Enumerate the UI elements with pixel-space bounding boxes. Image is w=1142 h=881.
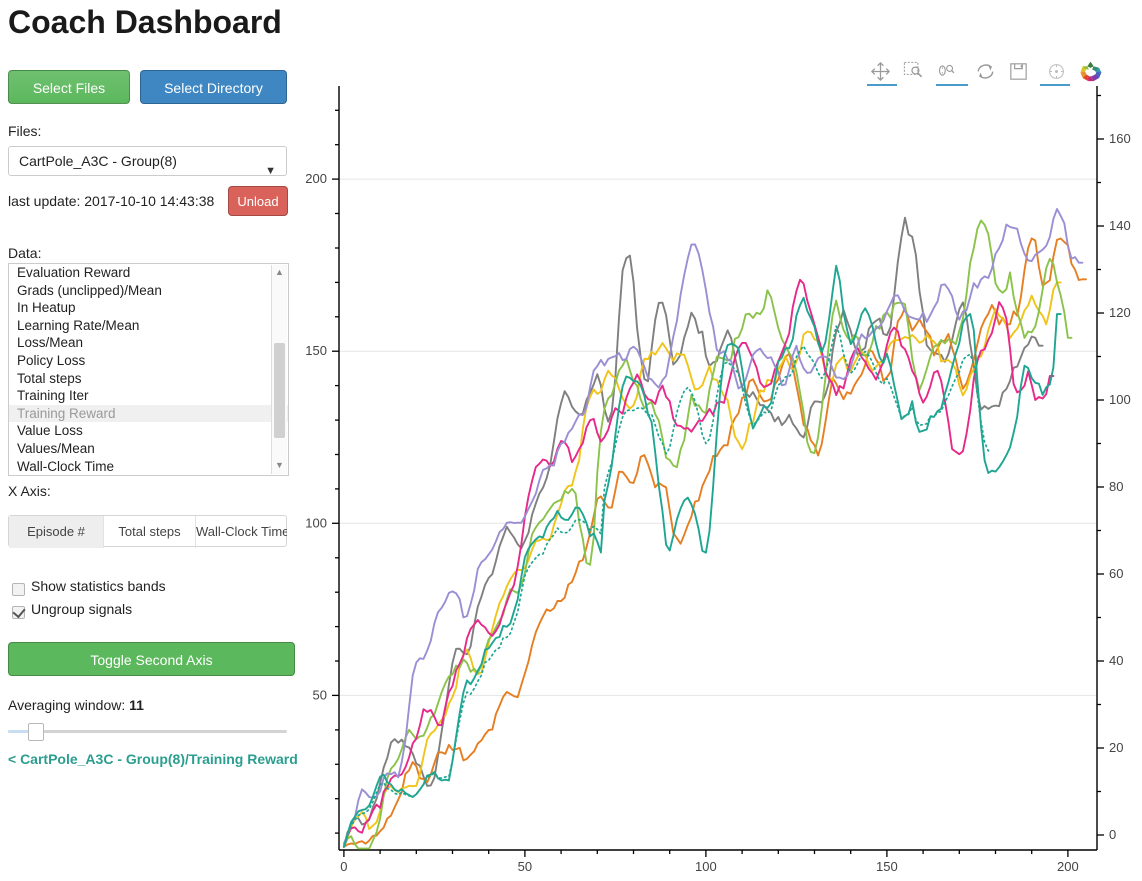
svg-text:200: 200 — [305, 171, 327, 186]
svg-text:120: 120 — [1109, 305, 1131, 320]
svg-text:150: 150 — [876, 859, 898, 874]
svg-text:0: 0 — [340, 859, 347, 874]
svg-text:50: 50 — [313, 687, 327, 702]
svg-text:0: 0 — [1109, 827, 1116, 842]
svg-text:60: 60 — [1109, 566, 1123, 581]
svg-text:50: 50 — [518, 859, 532, 874]
svg-text:80: 80 — [1109, 479, 1123, 494]
svg-text:20: 20 — [1109, 740, 1123, 755]
svg-text:140: 140 — [1109, 218, 1131, 233]
svg-text:100: 100 — [1109, 392, 1131, 407]
svg-text:100: 100 — [305, 515, 327, 530]
svg-text:40: 40 — [1109, 653, 1123, 668]
svg-text:200: 200 — [1057, 859, 1079, 874]
svg-text:100: 100 — [695, 859, 717, 874]
svg-text:160: 160 — [1109, 131, 1131, 146]
svg-text:150: 150 — [305, 343, 327, 358]
